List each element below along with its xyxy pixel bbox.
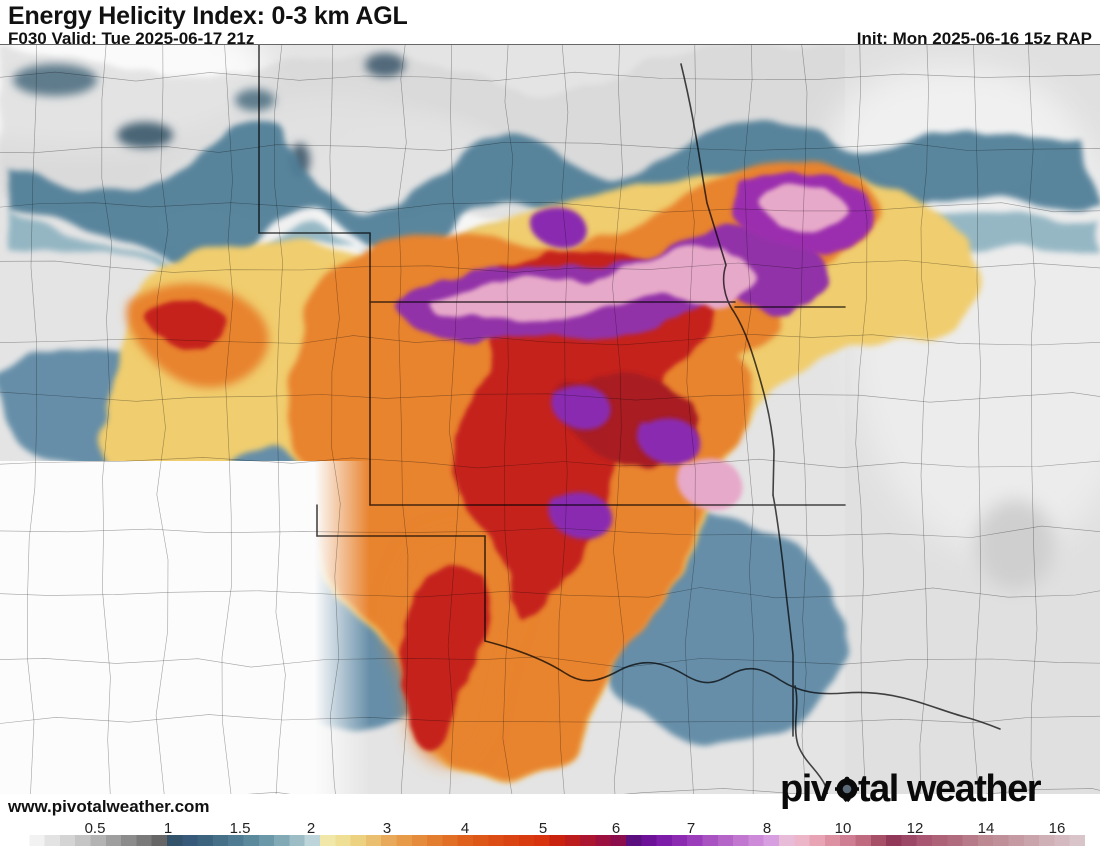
svg-text:tal weather: tal weather [858, 768, 1042, 810]
svg-text:piv: piv [780, 768, 832, 810]
